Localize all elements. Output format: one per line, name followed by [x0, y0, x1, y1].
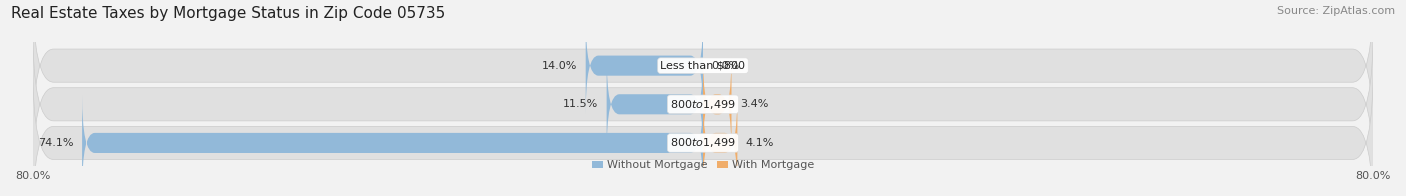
FancyBboxPatch shape: [703, 56, 731, 152]
Text: 14.0%: 14.0%: [541, 61, 578, 71]
FancyBboxPatch shape: [32, 0, 1374, 146]
FancyBboxPatch shape: [82, 95, 703, 191]
Text: 3.4%: 3.4%: [740, 99, 768, 109]
Text: 74.1%: 74.1%: [38, 138, 73, 148]
FancyBboxPatch shape: [606, 56, 703, 152]
Text: Real Estate Taxes by Mortgage Status in Zip Code 05735: Real Estate Taxes by Mortgage Status in …: [11, 6, 446, 21]
Text: 4.1%: 4.1%: [745, 138, 775, 148]
FancyBboxPatch shape: [32, 24, 1374, 184]
FancyBboxPatch shape: [32, 63, 1374, 196]
Text: $800 to $1,499: $800 to $1,499: [671, 136, 735, 149]
FancyBboxPatch shape: [586, 18, 703, 113]
Text: $800 to $1,499: $800 to $1,499: [671, 98, 735, 111]
Text: Less than $800: Less than $800: [661, 61, 745, 71]
Legend: Without Mortgage, With Mortgage: Without Mortgage, With Mortgage: [592, 161, 814, 171]
Text: Source: ZipAtlas.com: Source: ZipAtlas.com: [1277, 6, 1395, 16]
FancyBboxPatch shape: [703, 95, 737, 191]
Text: 0.0%: 0.0%: [711, 61, 740, 71]
Text: 11.5%: 11.5%: [562, 99, 599, 109]
